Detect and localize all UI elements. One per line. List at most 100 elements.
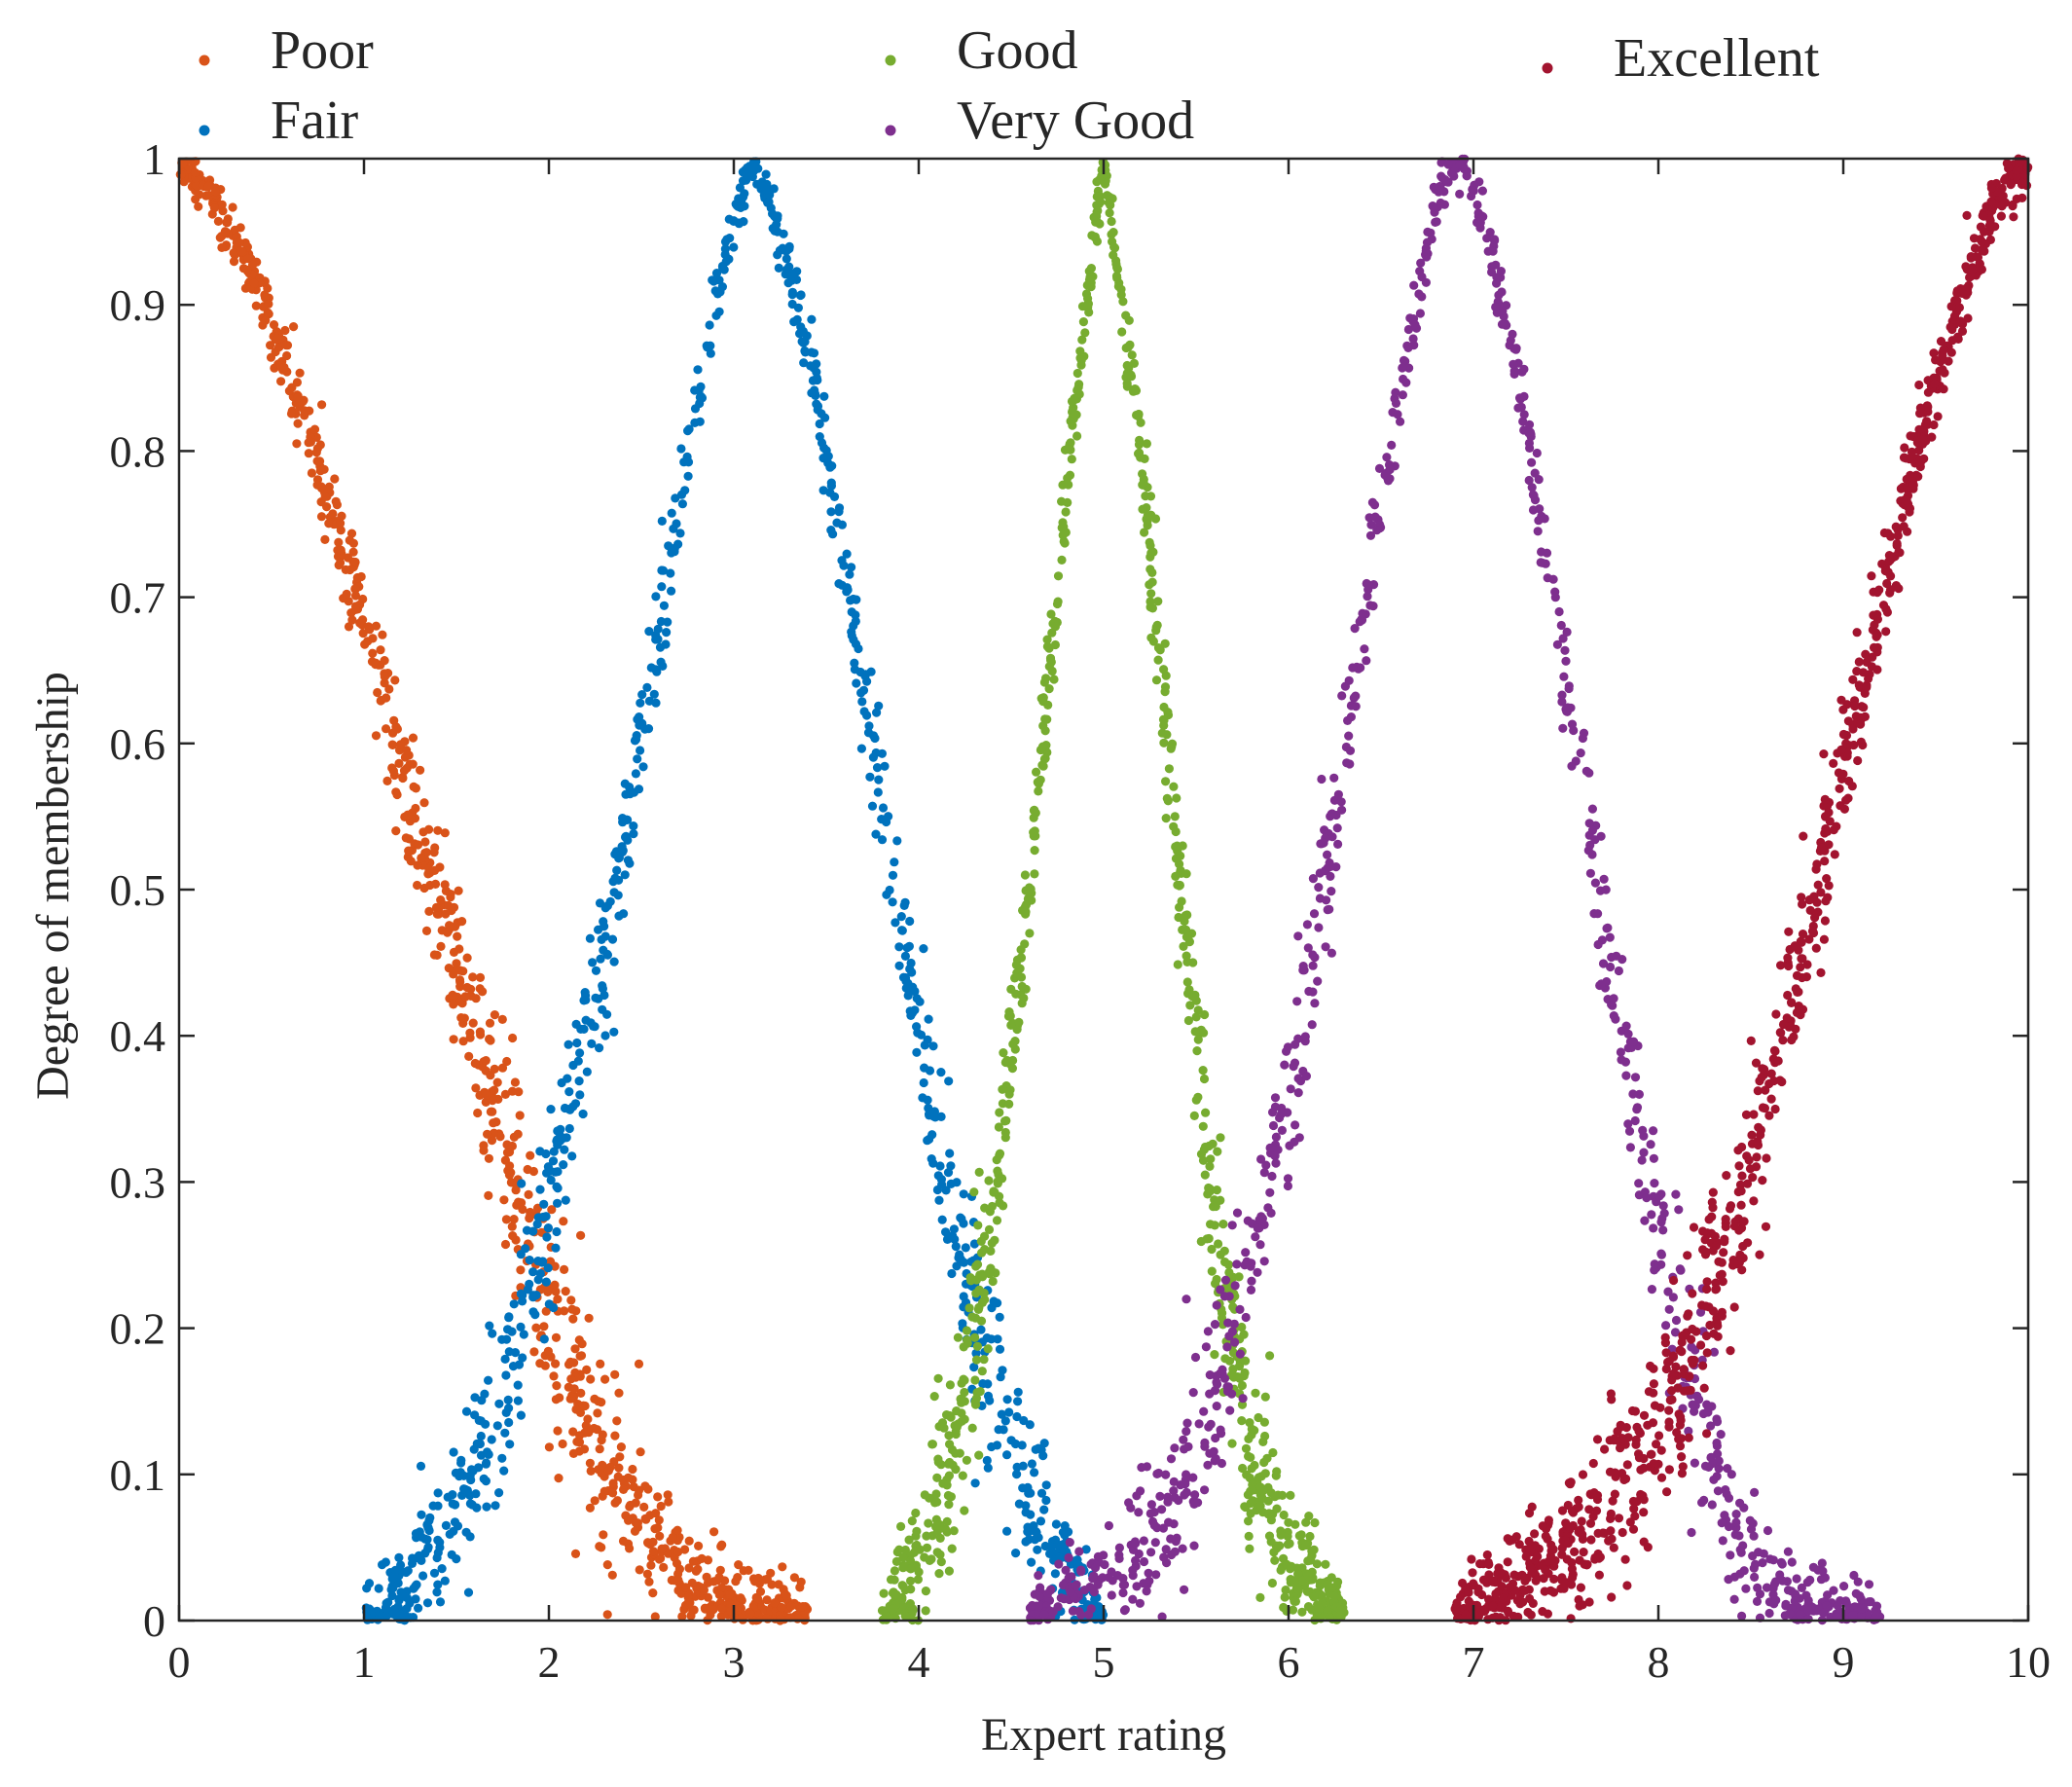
data-point bbox=[1628, 1089, 1638, 1099]
data-point bbox=[461, 1406, 472, 1416]
data-point bbox=[978, 1379, 988, 1389]
data-point bbox=[1160, 638, 1170, 648]
data-point bbox=[1835, 784, 1844, 793]
data-point bbox=[979, 1355, 989, 1365]
data-point bbox=[213, 216, 223, 226]
data-point bbox=[1805, 905, 1815, 916]
data-point bbox=[309, 424, 320, 434]
data-point bbox=[1008, 1039, 1018, 1049]
data-point bbox=[997, 1409, 1006, 1419]
data-point bbox=[905, 916, 915, 927]
data-point bbox=[1766, 1094, 1776, 1104]
data-point bbox=[463, 1587, 474, 1597]
data-point bbox=[306, 437, 315, 447]
data-point bbox=[476, 1416, 486, 1426]
data-point bbox=[390, 1565, 400, 1575]
data-point bbox=[1541, 1565, 1550, 1575]
data-point bbox=[1084, 274, 1095, 284]
data-point bbox=[1310, 999, 1320, 1008]
data-point bbox=[559, 1160, 568, 1170]
data-point bbox=[1205, 1161, 1215, 1171]
data-point bbox=[1351, 702, 1361, 711]
data-point bbox=[631, 769, 641, 779]
data-point bbox=[1745, 1515, 1755, 1525]
data-point bbox=[683, 471, 693, 481]
y-tick-label: 0 bbox=[143, 1596, 165, 1646]
data-point bbox=[1601, 885, 1611, 894]
data-point bbox=[1702, 1277, 1712, 1287]
data-point bbox=[943, 1459, 954, 1469]
data-point bbox=[1075, 346, 1085, 356]
data-point bbox=[471, 994, 481, 1003]
data-point bbox=[1255, 1592, 1265, 1602]
data-point bbox=[1702, 1429, 1712, 1439]
data-point bbox=[1344, 675, 1354, 685]
data-point bbox=[472, 1439, 482, 1448]
data-point bbox=[1060, 538, 1070, 548]
data-point bbox=[1467, 191, 1476, 201]
data-point bbox=[577, 1339, 587, 1349]
data-point bbox=[1764, 1111, 1774, 1120]
data-point bbox=[492, 1421, 502, 1431]
data-point bbox=[651, 592, 661, 602]
data-point bbox=[1288, 1605, 1298, 1615]
data-point bbox=[1042, 1588, 1053, 1598]
data-point bbox=[1524, 475, 1534, 486]
data-point bbox=[1795, 1610, 1804, 1620]
data-point bbox=[1159, 738, 1169, 748]
data-point bbox=[1820, 857, 1830, 866]
data-point bbox=[597, 1398, 606, 1407]
data-point bbox=[947, 1544, 957, 1553]
data-point bbox=[1224, 1267, 1234, 1277]
x-tick-label: 10 bbox=[2006, 1637, 2051, 1687]
data-point bbox=[1627, 1405, 1638, 1416]
data-points-layer bbox=[175, 154, 2033, 1625]
data-point bbox=[1524, 419, 1535, 429]
data-point bbox=[1533, 1551, 1543, 1561]
data-point bbox=[1207, 1266, 1217, 1276]
data-point bbox=[1063, 473, 1072, 483]
data-point bbox=[1683, 1251, 1692, 1260]
data-point bbox=[1868, 652, 1877, 662]
data-point bbox=[891, 918, 900, 928]
data-point bbox=[552, 1182, 562, 1191]
data-point bbox=[1322, 895, 1331, 905]
data-point bbox=[332, 500, 342, 510]
data-point bbox=[1634, 1179, 1644, 1188]
data-point bbox=[1557, 690, 1567, 700]
data-point bbox=[344, 622, 354, 632]
data-point bbox=[970, 1375, 980, 1385]
data-point bbox=[1029, 806, 1038, 816]
data-point bbox=[409, 782, 418, 792]
data-point bbox=[1664, 1405, 1674, 1415]
data-point bbox=[934, 1569, 944, 1579]
data-point bbox=[1804, 934, 1814, 944]
data-point bbox=[543, 1223, 554, 1233]
data-point bbox=[281, 341, 291, 350]
data-point bbox=[382, 724, 391, 734]
data-point bbox=[796, 290, 806, 300]
data-point bbox=[878, 803, 889, 813]
data-point bbox=[1784, 961, 1794, 971]
data-point bbox=[1142, 1586, 1151, 1596]
data-point bbox=[643, 1484, 653, 1494]
data-point bbox=[1753, 1086, 1763, 1096]
data-point bbox=[2008, 201, 2017, 211]
data-point bbox=[921, 1586, 931, 1596]
data-point bbox=[1149, 1520, 1159, 1530]
data-point bbox=[1139, 478, 1148, 488]
data-point bbox=[957, 1214, 966, 1223]
data-point bbox=[821, 446, 831, 456]
data-point bbox=[350, 591, 361, 601]
data-point bbox=[762, 1595, 772, 1605]
data-point bbox=[1614, 1513, 1624, 1523]
data-point bbox=[927, 1554, 936, 1564]
data-point bbox=[897, 926, 907, 935]
data-point bbox=[1691, 1327, 1701, 1336]
data-point bbox=[1217, 1429, 1226, 1439]
data-point bbox=[1265, 1187, 1275, 1197]
data-point bbox=[1619, 1475, 1629, 1484]
data-point bbox=[1153, 597, 1163, 606]
data-point bbox=[949, 1224, 960, 1234]
data-point bbox=[1872, 614, 1882, 624]
